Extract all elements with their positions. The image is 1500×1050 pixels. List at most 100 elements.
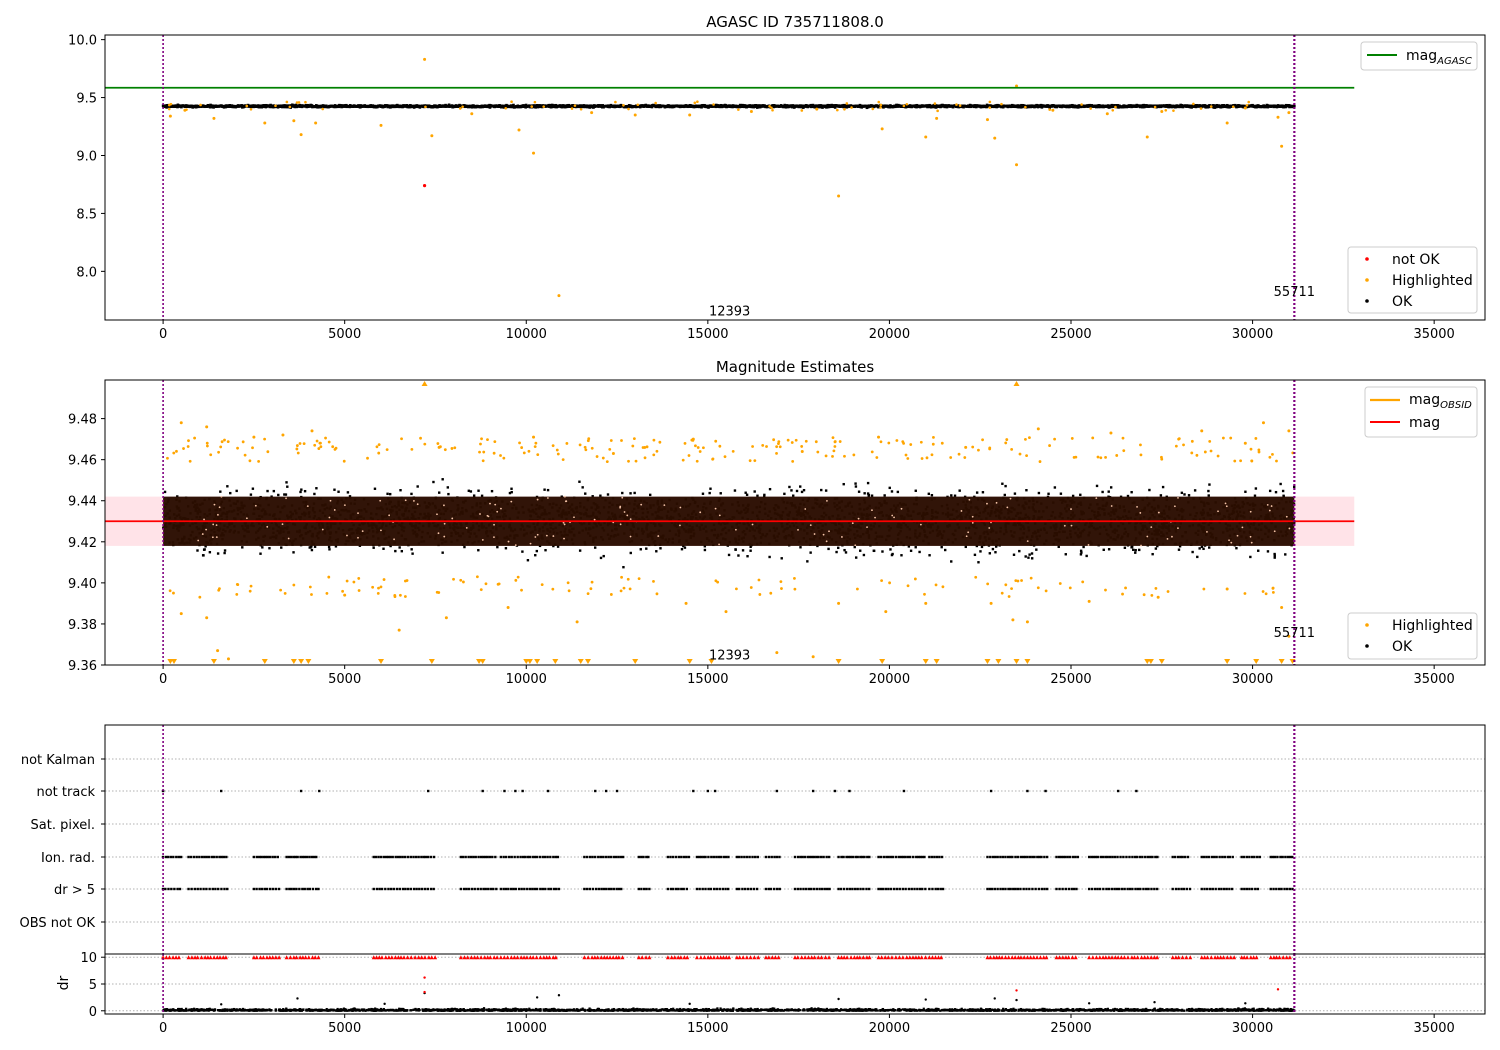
agasc-frame [104, 34, 1486, 321]
highlighted-point [737, 108, 740, 111]
ok-point [768, 555, 771, 559]
ok-point [980, 545, 984, 549]
highlighted-point [1145, 135, 1149, 139]
ok-point [1203, 104, 1207, 107]
highlighted-point [850, 106, 853, 109]
highlighted-point [955, 103, 958, 106]
highlighted-point [688, 113, 692, 117]
ok-point [819, 105, 822, 109]
ok-point [450, 104, 454, 107]
highlighted-point [379, 123, 383, 127]
highlighted-point [693, 101, 697, 105]
highlighted-point [295, 101, 299, 104]
highlighted-point [845, 102, 849, 105]
ok-point [346, 491, 350, 494]
ok-point [1221, 105, 1225, 109]
ok-point [994, 551, 997, 554]
ok-point [799, 485, 802, 488]
ok-point [927, 492, 931, 496]
ok-point [826, 105, 830, 109]
ok-point [890, 490, 894, 493]
ok-point [1253, 494, 1257, 497]
ok-point [410, 548, 413, 551]
highlighted-point [654, 101, 657, 105]
highlighted-point [423, 57, 427, 61]
highlighted-point [285, 100, 289, 104]
ok-point [578, 480, 581, 483]
ok-point [477, 489, 480, 492]
ok-point [310, 545, 313, 548]
ok-point [701, 492, 705, 495]
highlighted-point [1089, 107, 1092, 110]
ok-point [1151, 552, 1154, 556]
ok-point [599, 494, 602, 497]
ok-point [385, 104, 389, 107]
highlighted-point [1199, 107, 1203, 110]
ok-point [1079, 553, 1083, 556]
ok-point [1101, 490, 1104, 494]
ok-point [285, 481, 288, 484]
ok-point [251, 487, 255, 490]
ok-point [1202, 547, 1205, 551]
ok-point [964, 545, 967, 549]
ok-point [348, 495, 352, 498]
ok-point [1213, 106, 1216, 109]
agasc-line-legend: magAGASC [1360, 41, 1478, 71]
highlighted-point [288, 105, 292, 109]
highlighted-point [815, 107, 819, 111]
ok-point [680, 547, 684, 551]
estimates-title: Magnitude Estimates [716, 358, 874, 376]
ok-point [621, 491, 624, 495]
ok-point [1177, 548, 1181, 551]
ok-point [606, 493, 610, 496]
highlighted-point [461, 105, 464, 109]
agasc-marker-legend: not OK Highlighted OK [1347, 246, 1478, 314]
highlighted-point [614, 100, 617, 104]
ok-point [1039, 103, 1043, 107]
ok-point [219, 490, 222, 493]
ok-point [975, 491, 979, 494]
highlighted-point [749, 109, 753, 113]
ok-point [780, 557, 783, 560]
ok-point [737, 554, 740, 557]
ok-point [988, 552, 992, 555]
ok-point [1025, 489, 1028, 492]
highlighted-point [1192, 102, 1195, 106]
ok-point [809, 551, 812, 554]
legend-box [1347, 246, 1478, 314]
ok-point [1059, 492, 1063, 495]
ok-point [544, 549, 547, 552]
ok-point [345, 103, 348, 107]
highlighted-point [712, 103, 715, 106]
highlighted-point [985, 118, 989, 122]
ok-point [859, 549, 862, 552]
highlighted-point [299, 133, 303, 137]
ok-point [1178, 545, 1182, 548]
ok-point [655, 550, 658, 553]
highlighted-point [696, 100, 699, 103]
highlighted-point [871, 107, 875, 111]
highlighted-point [879, 106, 882, 109]
ok-point [543, 488, 546, 491]
ok-point [648, 493, 652, 497]
ok-point [870, 494, 874, 497]
ok-point [1207, 546, 1211, 549]
highlighted-point [557, 294, 561, 298]
ok-point [741, 549, 745, 552]
highlighted-point [1164, 108, 1168, 112]
highlighted-point [274, 104, 277, 108]
ok-point [945, 105, 949, 109]
ok-point [208, 551, 212, 554]
ok-point [943, 105, 947, 109]
highlighted-point [993, 136, 997, 140]
ok-point [629, 551, 632, 555]
ok-point [907, 545, 911, 548]
highlighted-point [542, 105, 546, 108]
legend-label-highlighted: Highlighted [1392, 273, 1473, 289]
ok-point [749, 545, 752, 549]
x-tick-label: 30000 [1232, 327, 1273, 342]
highlighted-point [902, 104, 906, 108]
ok-point [1030, 552, 1034, 555]
ok-point [734, 548, 737, 551]
ok-point [315, 487, 318, 490]
